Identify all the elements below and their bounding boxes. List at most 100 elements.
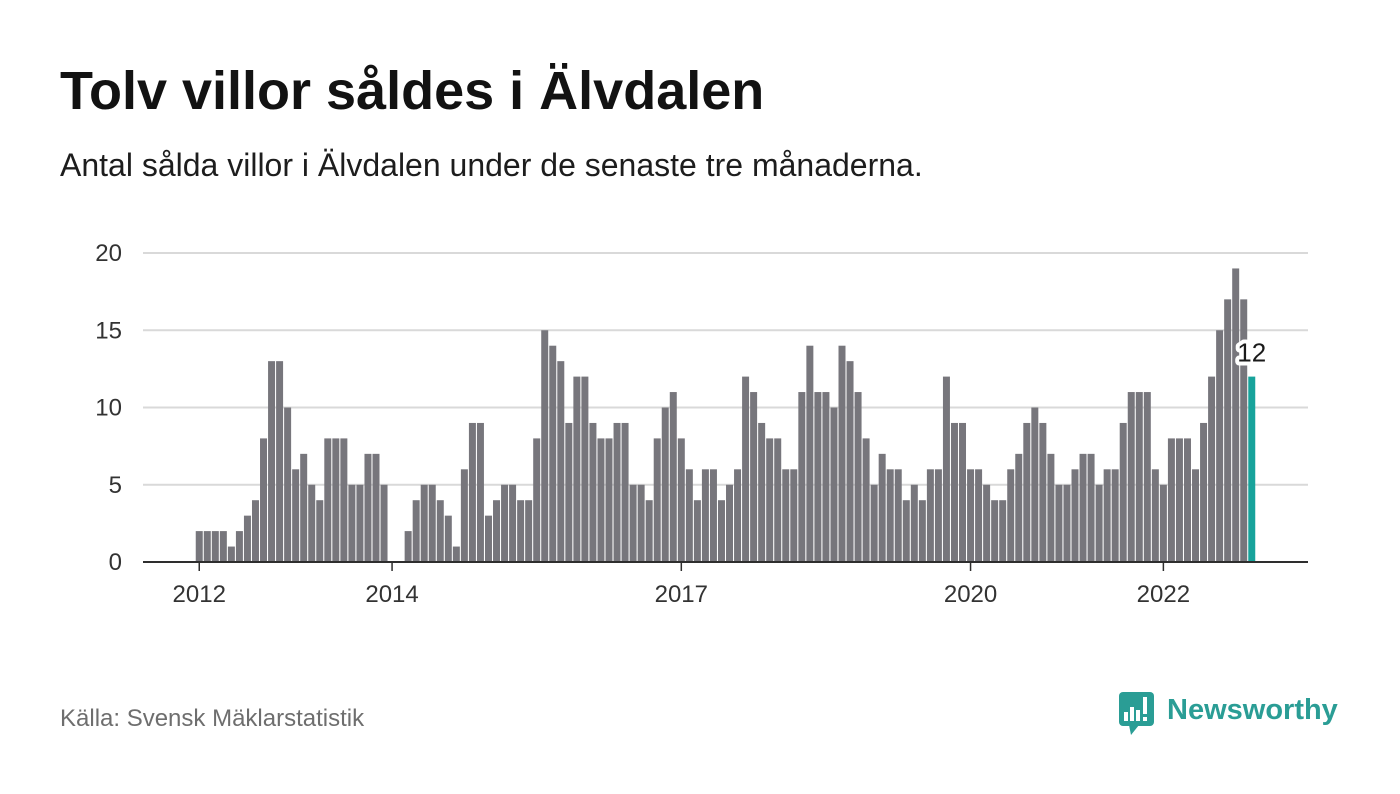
bar-2017-02 [685, 469, 693, 562]
bar-2019-11 [950, 422, 958, 562]
bar-2017-09 [742, 376, 750, 562]
bar-2013-03 [308, 484, 316, 562]
bar-2022-08 [1216, 330, 1224, 562]
bar-2013-09 [356, 484, 364, 562]
bar-2020-05 [999, 500, 1007, 562]
bar-2022-07 [1208, 376, 1216, 562]
bar-2022-12 [1248, 376, 1256, 562]
bar-2017-08 [734, 469, 742, 562]
bar-2016-07 [629, 484, 637, 562]
bar-2015-12 [573, 376, 581, 562]
bar-2014-08 [444, 515, 452, 562]
bar-2012-04 [219, 531, 227, 562]
bar-2015-10 [557, 361, 565, 562]
bar-2017-01 [677, 438, 685, 562]
bar-2014-06 [428, 484, 436, 562]
bar-2014-09 [452, 546, 460, 562]
bar-2015-09 [549, 345, 557, 562]
y-tick-label: 10 [95, 395, 122, 422]
bar-2020-12 [1055, 484, 1063, 562]
bar-2022-11 [1240, 299, 1248, 562]
bar-2013-06 [332, 438, 340, 562]
bar-2018-03 [790, 469, 798, 562]
bar-2022-02 [1167, 438, 1175, 562]
bar-2012-07 [243, 515, 251, 562]
bar-2022-05 [1192, 469, 1200, 562]
bar-2018-10 [846, 361, 854, 562]
bar-2013-07 [340, 438, 348, 562]
bar-2018-04 [798, 392, 806, 562]
chart-title: Tolv villor såldes i Älvdalen [60, 61, 765, 121]
bar-2015-07 [533, 438, 541, 562]
bar-2019-10 [942, 376, 950, 562]
bar-2018-06 [814, 392, 822, 562]
bar-2016-12 [669, 392, 677, 562]
bar-2012-12 [284, 407, 292, 562]
bar-2012-03 [211, 531, 219, 562]
bar-2016-11 [661, 407, 669, 562]
bar-2020-03 [983, 484, 991, 562]
bar-2020-08 [1023, 422, 1031, 562]
bar-2012-08 [251, 500, 259, 562]
bar-2016-10 [653, 438, 661, 562]
bar-2019-04 [894, 469, 902, 562]
bar-2013-08 [348, 484, 356, 562]
bar-2012-02 [203, 531, 211, 562]
bar-2020-01 [967, 469, 975, 562]
bar-2018-08 [830, 407, 838, 562]
bar-2012-10 [268, 361, 276, 562]
y-tick-label: 0 [109, 549, 122, 576]
highlight-value-label: 12 [1237, 338, 1266, 368]
y-tick-label: 15 [95, 317, 122, 344]
bar-2017-04 [701, 469, 709, 562]
bar-2017-03 [693, 500, 701, 562]
bar-2021-04 [1087, 453, 1095, 562]
bar-2019-12 [959, 422, 967, 562]
bar-2013-02 [300, 453, 308, 562]
bar-2014-05 [420, 484, 428, 562]
bar-2021-03 [1079, 453, 1087, 562]
bar-2021-10 [1135, 392, 1143, 562]
bar-2017-06 [717, 500, 725, 562]
bar-2015-05 [517, 500, 525, 562]
bar-2018-02 [782, 469, 790, 562]
bar-2012-05 [227, 546, 235, 562]
bar-2020-04 [991, 500, 999, 562]
bar-2022-06 [1200, 422, 1208, 562]
bar-2022-10 [1232, 268, 1240, 562]
bar-2014-11 [468, 422, 476, 562]
bar-2022-03 [1175, 438, 1183, 562]
bar-2016-05 [613, 422, 621, 562]
bar-2021-02 [1071, 469, 1079, 562]
x-tick-label: 2020 [944, 581, 997, 608]
bar-2018-09 [838, 345, 846, 562]
bar-2014-07 [436, 500, 444, 562]
y-tick-label: 5 [109, 472, 122, 499]
bar-2016-04 [605, 438, 613, 562]
bar-2017-10 [750, 392, 758, 562]
bar-2015-08 [541, 330, 549, 562]
bar-2018-01 [774, 438, 782, 562]
bar-2014-04 [412, 500, 420, 562]
newsworthy-logo: Newsworthy [1118, 690, 1338, 738]
bar-2019-08 [926, 469, 934, 562]
bar-2013-01 [292, 469, 300, 562]
bar-2020-09 [1031, 407, 1039, 562]
bar-2014-12 [476, 422, 484, 562]
x-tick-label: 2012 [173, 581, 226, 608]
bar-2015-04 [509, 484, 517, 562]
bar-2019-02 [878, 453, 886, 562]
bar-2021-07 [1111, 469, 1119, 562]
bar-2016-09 [645, 500, 653, 562]
bar-2021-12 [1151, 469, 1159, 562]
bar-2022-04 [1183, 438, 1191, 562]
bar-2016-03 [597, 438, 605, 562]
bar-2015-01 [484, 515, 492, 562]
bar-2017-12 [766, 438, 774, 562]
bar-2013-11 [372, 453, 380, 562]
bar-2012-01 [195, 531, 203, 562]
bar-2020-02 [975, 469, 983, 562]
bar-2017-05 [709, 469, 717, 562]
x-tick-label: 2022 [1137, 581, 1190, 608]
